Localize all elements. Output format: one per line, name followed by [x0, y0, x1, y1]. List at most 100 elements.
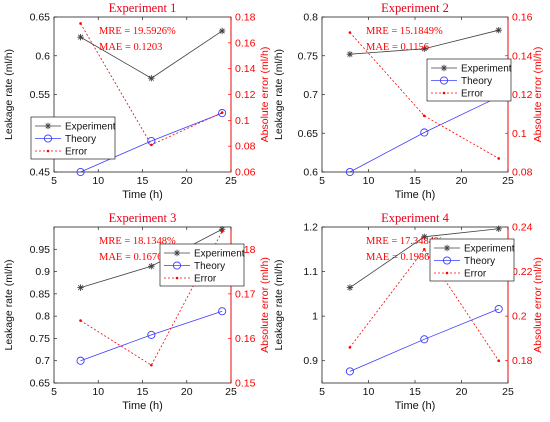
star-marker-stroke [148, 263, 154, 269]
x-tick-label: 15 [137, 386, 149, 398]
y2-tick-label: 0.16 [235, 333, 256, 345]
star-marker-stroke [347, 284, 353, 291]
data-point-error [497, 359, 501, 363]
legend-marker [439, 76, 449, 85]
y2-tick-label: 0.06 [235, 167, 256, 179]
y-axis-label: Leakage rate (ml/h) [273, 49, 285, 140]
legend-marker [445, 271, 449, 275]
legend-marker [172, 261, 182, 270]
y-tick-label: 0.8 [35, 311, 50, 323]
star-marker-stroke [45, 123, 51, 129]
data-point-theory [76, 167, 85, 177]
data-point-error [497, 157, 501, 160]
y-tick-label: 0.7 [35, 355, 50, 367]
annotation-text: MRE = 19.5926% [99, 26, 176, 37]
chart-title: Experiment 1 [109, 1, 177, 15]
y2-axis-label: Absolute error (ml/h) [259, 47, 271, 143]
data-point-theory [218, 307, 227, 316]
y2-tick-label: 0.16 [512, 12, 533, 24]
x-tick-label: 5 [51, 175, 57, 187]
x-axis-label: Time (h) [122, 189, 163, 201]
y2-axis-label: Absolute error (ml/h) [259, 257, 271, 353]
y2-tick-label: 0.17 [235, 288, 256, 300]
y2-tick-label: 0.14 [512, 50, 533, 62]
data-point-error [348, 346, 352, 349]
legend-label: Error [461, 89, 484, 100]
y2-axis-label: Absolute error (ml/h) [532, 47, 544, 143]
legend-label: Experiment [194, 249, 245, 260]
y2-tick-label: 0.14 [235, 63, 256, 75]
legend-label: Theory [464, 256, 495, 267]
annotation-text: MAE = 0.1676 [99, 252, 162, 263]
series-line-theory [349, 96, 499, 173]
x-tick-label: 5 [319, 386, 325, 398]
data-point-error [79, 319, 82, 322]
star-marker-stroke [219, 226, 225, 232]
legend-box [159, 243, 245, 287]
y-tick-label: 0.75 [30, 333, 51, 345]
data-point-experiment [495, 225, 502, 232]
series-line-experiment [80, 30, 223, 79]
y-axis-label: Leakage rate (ml/h) [3, 259, 15, 350]
star-marker-stroke [496, 27, 502, 33]
legend-marker [443, 244, 451, 252]
legend-marker [175, 276, 179, 280]
legend-label: Theory [194, 261, 225, 272]
star-marker-stroke [421, 46, 427, 52]
y-tick-label: 0.75 [298, 50, 319, 62]
legend-label: Theory [65, 134, 96, 145]
x-tick-label: 20 [456, 175, 468, 187]
y2-tick-label: 0.12 [235, 89, 256, 101]
y-tick-label: 0.45 [30, 167, 51, 179]
legend-label: Experiment [464, 244, 515, 255]
star-marker-stroke [148, 75, 154, 81]
legend-label: Error [65, 147, 88, 158]
y-tick-label: 0.6 [35, 50, 50, 62]
data-point-theory [420, 128, 429, 137]
y-tick-label: 0.65 [30, 12, 51, 24]
x-axis-label: Time (h) [395, 189, 436, 201]
chart-title: Experiment 3 [109, 211, 177, 225]
annotation-text: MRE = 17.3484% [366, 236, 443, 247]
legend-label: Theory [461, 76, 492, 87]
annotation-text: MRE = 18.1348% [99, 236, 176, 247]
y-tick-label: 0.6 [303, 167, 318, 179]
legend-marker [440, 64, 448, 72]
data-point-theory [76, 356, 85, 365]
star-marker-stroke [421, 234, 427, 240]
y2-tick-label: 0.1 [512, 128, 527, 140]
chart-title: Experiment 4 [381, 211, 449, 225]
x-tick-label: 25 [225, 386, 237, 398]
y2-tick-label: 0.18 [235, 12, 256, 24]
annotation-text: MAE = 0.1203 [99, 42, 162, 53]
data-point-experiment [421, 233, 428, 241]
annotation-text: MAE = 0.1986 [366, 252, 429, 263]
series-line-theory [349, 308, 499, 372]
x-tick-label: 10 [363, 386, 375, 398]
data-point-experiment [421, 45, 428, 52]
data-point-error [348, 31, 352, 34]
star-marker-stroke [77, 284, 84, 291]
y2-tick-label: 0.16 [235, 37, 256, 49]
y-tick-label: 1 [312, 311, 318, 323]
y-tick-label: 0.8 [303, 12, 318, 24]
x-tick-label: 20 [181, 386, 193, 398]
x-tick-label: 10 [92, 175, 104, 187]
star-marker-stroke [347, 51, 353, 57]
legend-marker [44, 122, 52, 130]
chart-panel-4: Experiment 4 5 10 15 20 25 Time (h) 0.9 1 1.1 1.2 L… [273, 211, 544, 412]
y-tick-label: 0.9 [35, 266, 50, 278]
data-point-experiment [218, 27, 226, 35]
legend-label: Experiment [65, 122, 116, 133]
data-point-error [423, 114, 426, 118]
y-axis-label: Leakage rate (ml/h) [273, 259, 285, 350]
legend-box [426, 58, 512, 102]
x-tick-label: 25 [502, 175, 514, 187]
legend-marker [43, 134, 53, 143]
